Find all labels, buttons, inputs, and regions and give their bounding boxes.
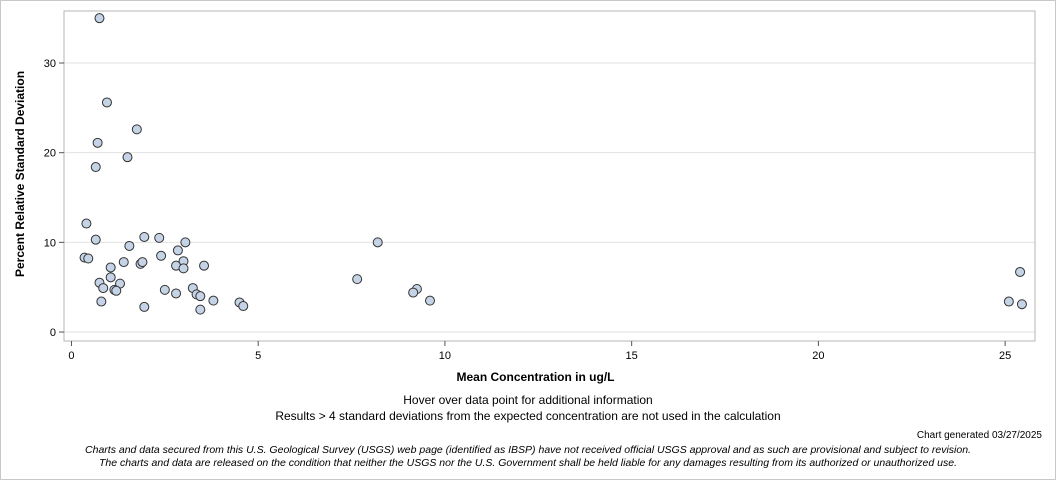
data-point[interactable] [105, 272, 116, 283]
data-point[interactable] [408, 287, 419, 298]
data-point[interactable] [131, 124, 142, 135]
data-point[interactable] [111, 285, 122, 296]
data-point[interactable] [105, 262, 116, 273]
data-point[interactable] [118, 257, 129, 268]
data-point[interactable] [90, 162, 101, 173]
x-tick-label: 10 [439, 350, 451, 362]
data-point[interactable] [98, 283, 109, 294]
data-point[interactable] [352, 274, 363, 285]
data-point[interactable] [199, 260, 210, 271]
data-point[interactable] [178, 263, 189, 274]
data-point[interactable] [238, 301, 249, 312]
x-tick-label: 20 [812, 350, 824, 362]
data-point[interactable] [139, 301, 150, 312]
disclaimer-line-2: The charts and data are released on the … [99, 457, 957, 469]
x-tick-label: 5 [255, 350, 261, 362]
data-point[interactable] [154, 232, 165, 243]
x-tick-label: 15 [626, 350, 638, 362]
x-tick-label: 25 [999, 350, 1011, 362]
data-point[interactable] [159, 284, 170, 295]
data-point[interactable] [94, 13, 105, 24]
data-point[interactable] [139, 231, 150, 242]
data-point[interactable] [83, 253, 94, 264]
results-note: Results > 4 standard deviations from the… [275, 409, 781, 423]
data-points[interactable] [79, 13, 1027, 315]
hover-note: Hover over data point for additional inf… [403, 393, 653, 407]
data-point[interactable] [195, 291, 206, 302]
data-point[interactable] [101, 97, 112, 108]
data-point[interactable] [172, 245, 183, 256]
data-point[interactable] [1015, 266, 1026, 277]
y-tick-label: 20 [44, 148, 56, 160]
data-point[interactable] [424, 295, 435, 306]
data-point[interactable] [195, 304, 206, 315]
x-tick-label: 0 [68, 350, 74, 362]
gridlines [64, 62, 1035, 333]
y-axis-title: Percent Relative Standard Deviation [13, 71, 27, 277]
scatter-chart: 0 10 20 30 0 5 10 15 20 25 Mean Concentration in … [13, 10, 1036, 384]
data-point[interactable] [92, 137, 103, 148]
disclaimer-line-1: Charts and data secured from this U.S. G… [85, 444, 971, 456]
data-point[interactable] [372, 237, 383, 248]
data-point[interactable] [81, 218, 92, 229]
data-point[interactable] [90, 234, 101, 245]
data-point[interactable] [1003, 296, 1014, 307]
data-point[interactable] [208, 295, 219, 306]
chart-generated-date: Chart generated 03/27/2025 [916, 430, 1042, 441]
data-point[interactable] [156, 250, 167, 261]
data-point[interactable] [180, 237, 191, 248]
data-point[interactable] [171, 288, 182, 299]
data-point[interactable] [124, 240, 135, 251]
data-point[interactable] [137, 257, 148, 268]
plot-area [63, 10, 1036, 342]
data-point[interactable] [1016, 299, 1027, 310]
y-tick-label: 0 [50, 327, 56, 339]
data-point[interactable] [96, 296, 107, 307]
data-point[interactable] [122, 152, 133, 163]
x-axis-title: Mean Concentration in ug/L [457, 370, 615, 384]
y-tick-label: 10 [44, 237, 56, 249]
y-tick-label: 30 [44, 58, 56, 70]
axes: 0 10 20 30 0 5 10 15 20 25 [44, 58, 1011, 362]
